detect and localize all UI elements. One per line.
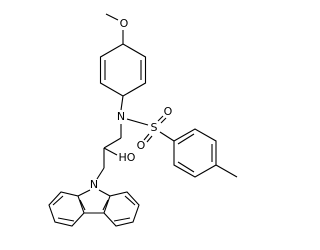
atom-label: N [117, 110, 125, 123]
molecule-diagram: O N S O O HO N [48, 13, 238, 227]
atom-label: S [151, 121, 158, 134]
atom-label: HO [119, 151, 136, 164]
atom-label: N [90, 178, 98, 191]
atom-label: O [164, 105, 173, 118]
atom-label: O [120, 17, 129, 30]
atom-label: O [137, 139, 146, 152]
bonds [48, 13, 238, 227]
